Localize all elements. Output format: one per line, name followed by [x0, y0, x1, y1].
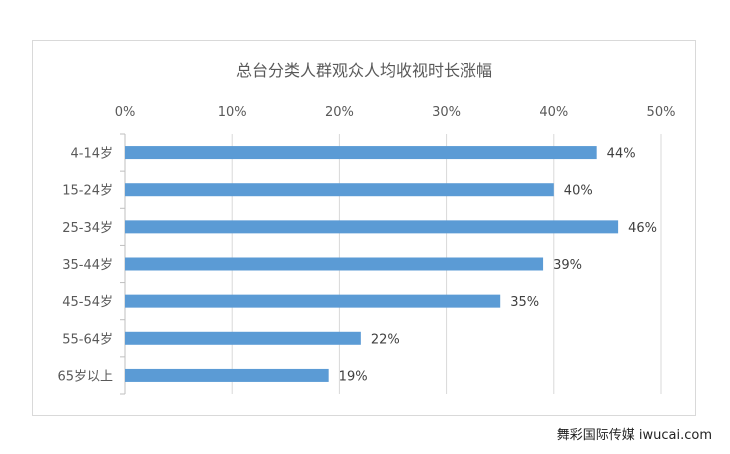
category-label: 65岁以上 [57, 369, 113, 384]
bar-35-44岁 [125, 257, 544, 271]
data-label: 19% [339, 369, 368, 384]
bar-15-24岁 [125, 183, 554, 197]
data-label: 40% [564, 184, 593, 199]
x-tick-label: 10% [218, 105, 247, 120]
x-tick-label: 30% [432, 105, 461, 120]
bar-45-54岁 [125, 294, 501, 308]
bar-55-64岁 [125, 331, 361, 345]
chart-title: 总台分类人群观众人均收视时长涨幅 [236, 61, 492, 80]
bar-25-34岁 [125, 220, 619, 234]
data-label: 22% [371, 332, 400, 347]
category-label: 35-44岁 [62, 258, 113, 273]
x-tick-label: 40% [539, 105, 568, 120]
x-tick-label: 50% [647, 105, 676, 120]
category-label: 55-64岁 [62, 332, 113, 347]
category-label: 45-54岁 [62, 295, 113, 310]
data-label: 44% [607, 147, 636, 162]
bar-65岁以上 [125, 368, 329, 382]
category-label: 25-34岁 [62, 221, 113, 236]
footer-credit: 舞彩国际传媒 iwucai.com [556, 428, 712, 443]
x-tick-label: 0% [115, 105, 136, 120]
category-label: 15-24岁 [62, 184, 113, 199]
chart-svg: 总台分类人群观众人均收视时长涨幅 0% 10% 20% 30% 40% 50% 4-14岁… [57, 61, 676, 395]
chart-frame: 总台分类人群观众人均收视时长涨幅 0% 10% 20% 30% 40% 50% 4-14岁… [32, 40, 696, 416]
data-label: 46% [628, 221, 657, 236]
x-tick-label: 20% [325, 105, 354, 120]
category-label: 4-14岁 [70, 147, 113, 162]
data-label: 39% [553, 258, 582, 273]
bar-4-14岁 [125, 146, 597, 160]
data-label: 35% [510, 295, 539, 310]
